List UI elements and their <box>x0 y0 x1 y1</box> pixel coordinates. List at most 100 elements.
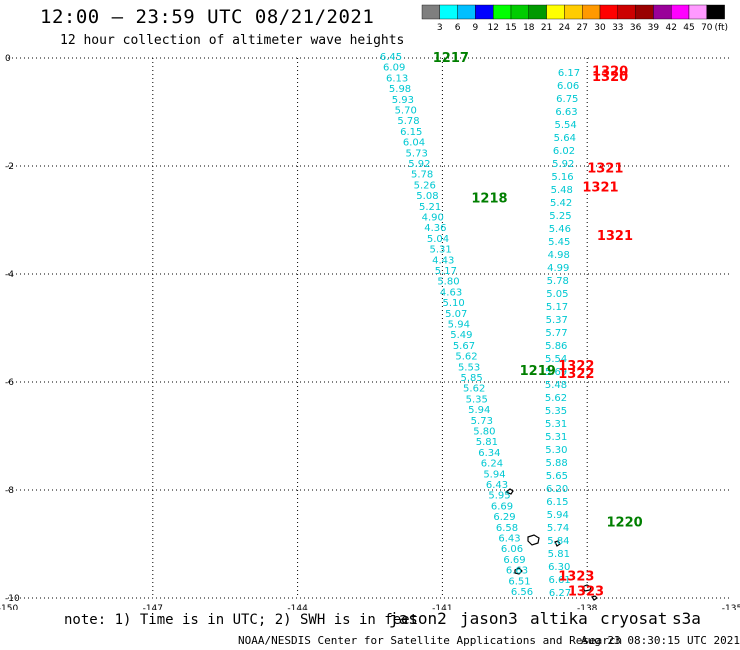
pass-time-cryosat: 1323 <box>558 569 594 584</box>
pass-time-cryosat: 1321 <box>597 229 633 244</box>
legend-swatch <box>706 4 725 20</box>
swh-value: 6.43 <box>486 480 508 491</box>
swh-value: 4.90 <box>422 213 444 224</box>
credit-line: NOAA/NESDIS Center for Satellite Applica… <box>238 634 623 647</box>
legend-tick-label: 6 <box>455 23 461 33</box>
mission-s3a: s3a <box>672 609 701 628</box>
swh-value: 5.92 <box>408 159 430 170</box>
lat-tick-label: -4 <box>5 270 14 280</box>
swh-value: 5.25 <box>549 211 571 222</box>
lon-tick-label: -150 <box>0 604 18 610</box>
swh-value: 5.94 <box>483 469 505 480</box>
footer-note: note: 1) Time is in UTC; 2) SWH is in fe… <box>64 612 419 628</box>
swh-value: 5.69 <box>545 367 567 378</box>
lon-tick-label: -138 <box>577 604 598 610</box>
swh-value: 5.30 <box>545 445 567 456</box>
swh-value: 5.04 <box>427 234 449 245</box>
swh-value: 5.78 <box>397 116 419 127</box>
swh-value: 6.15 <box>546 497 568 508</box>
swh-value: 4.36 <box>424 223 446 234</box>
legend-tick-label: 45 <box>683 23 694 33</box>
swh-value: 4.43 <box>432 255 454 266</box>
lat-tick-label: 0 <box>5 54 11 64</box>
legend-tick-label: 15 <box>505 23 516 33</box>
legend-tick-label: 27 <box>576 23 587 33</box>
swh-value: 5.10 <box>443 298 465 309</box>
swh-value: 5.64 <box>554 133 576 144</box>
swh-value: 5.31 <box>545 432 567 443</box>
swh-value: 6.34 <box>478 448 500 459</box>
swh-value: 5.80 <box>473 427 495 438</box>
swh-value: 6.06 <box>557 81 579 92</box>
swh-value: 5.62 <box>463 384 485 395</box>
legend-tick-label: 39 <box>648 23 660 33</box>
legend-tick-label: 21 <box>541 23 552 33</box>
swh-value: 5.94 <box>547 510 569 521</box>
swh-value: 6.58 <box>496 523 518 534</box>
swh-value: 6.27 <box>549 588 571 599</box>
swh-track-a: 6.456.096.135.985.935.705.786.156.045.73… <box>380 52 533 598</box>
lon-tick-label: -135 <box>722 604 740 610</box>
swh-value: 5.93 <box>392 95 414 106</box>
swh-value: 4.63 <box>440 287 462 298</box>
legend-tick-label: 36 <box>630 23 642 33</box>
page-title: 12:00 — 23:59 UTC 08/21/2021 <box>40 6 375 28</box>
generated-timestamp: Aug 23 08:30:15 UTC 2021 <box>581 634 740 647</box>
swh-value: 6.63 <box>506 566 528 577</box>
swh-value: 5.31 <box>545 419 567 430</box>
legend-tick-label: 9 <box>473 23 479 33</box>
pass-time-jason3: 1217 <box>433 51 469 66</box>
lat-tick-label: -8 <box>5 486 14 496</box>
swh-value: 5.95 <box>488 491 510 502</box>
swh-value: 5.84 <box>547 536 569 547</box>
swh-value: 6.56 <box>511 587 533 598</box>
pass-time-jason3: 1218 <box>471 191 507 206</box>
swh-value: 4.99 <box>547 263 569 274</box>
pass-time-jason3: 1220 <box>607 515 643 530</box>
pass-time-cryosat: 1322 <box>558 359 594 374</box>
swh-value: 5.67 <box>453 341 475 352</box>
swh-value: 5.80 <box>437 277 459 288</box>
legend-tick-label: 42 <box>665 23 676 33</box>
swh-value: 5.37 <box>546 315 568 326</box>
swh-value: 5.53 <box>458 362 480 373</box>
altimeter-map: -150 -147 -144 -141 -138 -135 0 -2 -4 -6 -8 -10 6.45… <box>0 51 740 610</box>
legend-tick-label: 33 <box>612 23 623 33</box>
swh-value: 5.49 <box>450 330 472 341</box>
swh-value: 5.98 <box>389 84 411 95</box>
swh-value: 6.29 <box>493 512 515 523</box>
swh-value: 5.81 <box>476 437 498 448</box>
swh-value: 5.48 <box>551 185 573 196</box>
swh-value: 5.77 <box>545 328 567 339</box>
swh-value: 5.17 <box>546 302 568 313</box>
island-outlines <box>504 488 598 601</box>
swh-value: 5.74 <box>547 523 569 534</box>
page-subtitle: 12 hour collection of altimeter wave hei… <box>60 33 405 48</box>
swh-value: 6.02 <box>553 146 575 157</box>
swh-value: 6.45 <box>380 52 402 63</box>
legend-tick-label: 12 <box>487 23 498 33</box>
swh-value: 5.78 <box>411 170 433 181</box>
swh-value: 5.16 <box>551 172 573 183</box>
swh-value: 5.94 <box>448 320 470 331</box>
swh-value: 6.24 <box>481 459 503 470</box>
swh-value: 5.62 <box>545 393 567 404</box>
swh-value: 5.78 <box>547 276 569 287</box>
swh-value: 5.46 <box>549 224 571 235</box>
swh-value: 5.31 <box>429 245 451 256</box>
legend-tick-label: 18 <box>523 23 535 33</box>
pass-time-cryosat: 1320 <box>592 70 628 85</box>
swh-value: 5.05 <box>546 289 568 300</box>
swh-value: 5.65 <box>546 471 568 482</box>
swh-value: 5.92 <box>552 159 574 170</box>
swh-value: 6.09 <box>383 63 405 74</box>
swh-value: 5.35 <box>466 394 488 405</box>
swh-value: 6.06 <box>501 544 523 555</box>
pass-time-cryosat: 1323 <box>568 585 604 600</box>
swh-value: 5.85 <box>461 373 483 384</box>
swh-track-b: 6.17 6.06 6.75 6.63 5.54 5.64 6.02 5.92 5.16 5.48… <box>545 68 580 599</box>
swh-value: 6.69 <box>491 501 513 512</box>
swh-value: 6.69 <box>503 555 525 566</box>
mission-jason3: jason3 <box>460 609 518 628</box>
swh-value: 5.54 <box>554 120 576 131</box>
